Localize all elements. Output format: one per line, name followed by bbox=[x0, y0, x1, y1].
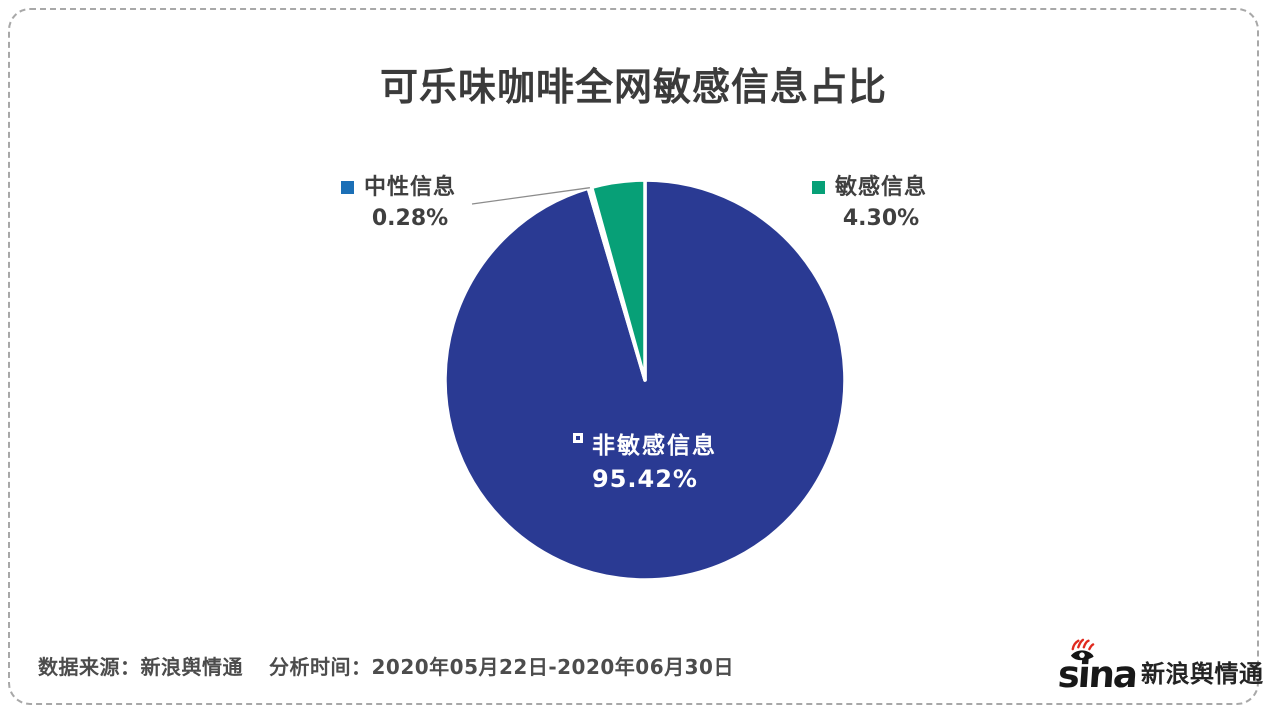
pie-slice-2 bbox=[589, 178, 647, 382]
neutral-leader-line bbox=[471, 187, 590, 205]
nonsensitive-square-icon bbox=[573, 433, 583, 443]
sensitive-name: 敏感信息 bbox=[835, 175, 928, 200]
neutral-square-icon bbox=[341, 181, 354, 194]
sina-brand-name: 新浪舆情通 bbox=[1141, 660, 1264, 688]
nonsensitive-name: 非敏感信息 bbox=[592, 433, 717, 459]
dashed-border-frame bbox=[8, 8, 1259, 705]
analysis-period-text: 分析时间：2020年05月22日-2020年06月30日 bbox=[269, 655, 734, 679]
sensitive-percent: 4.30% bbox=[842, 206, 920, 231]
chart-title: 可乐味咖啡全网敏感信息占比 bbox=[379, 65, 887, 109]
sina-eye-icon bbox=[1070, 638, 1095, 661]
sina-logo: sina 新浪舆情通 bbox=[1056, 638, 1264, 696]
neutral-info-label: 中性信息 0.28% bbox=[341, 172, 456, 234]
neutral-percent: 0.28% bbox=[371, 206, 449, 231]
nonsensitive-info-label: 非敏感信息 95.42% bbox=[530, 433, 760, 493]
nonsensitive-percent: 95.42% bbox=[592, 465, 698, 493]
footer-info: 数据来源：新浪舆情通 分析时间：2020年05月22日-2020年06月30日 bbox=[38, 651, 734, 680]
sensitive-info-label: 敏感信息 4.30% bbox=[812, 172, 927, 234]
data-source-text: 数据来源：新浪舆情通 bbox=[38, 655, 243, 679]
neutral-name: 中性信息 bbox=[364, 175, 457, 200]
sensitive-square-icon bbox=[812, 181, 825, 194]
sina-wordmark: sina bbox=[1056, 653, 1138, 696]
